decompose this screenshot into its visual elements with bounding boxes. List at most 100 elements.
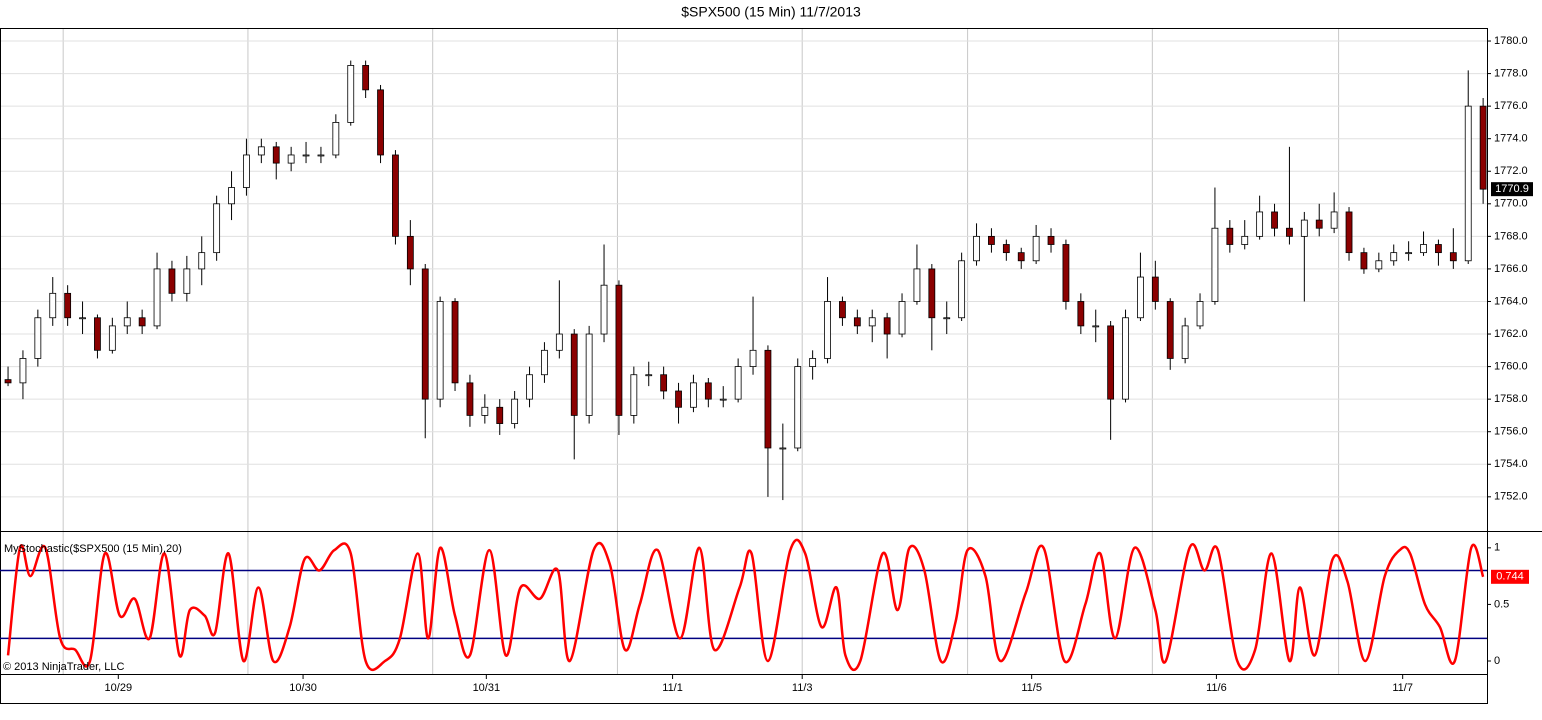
candle-body (481, 406, 489, 416)
y-tick-label: 1762.0 (1494, 328, 1528, 340)
candle-body (392, 154, 399, 237)
candle-body (94, 317, 101, 351)
candle-body (466, 382, 474, 416)
candle-body (302, 154, 310, 157)
candle-body (451, 301, 459, 384)
x-tick-label: 10/31 (473, 682, 501, 694)
candle-body (943, 317, 951, 320)
last-price-box (1491, 182, 1533, 197)
candle-body (853, 317, 861, 327)
y-tick-label: 1 (1494, 542, 1500, 554)
candle-body (168, 268, 176, 294)
candle-body (779, 447, 787, 450)
candle-body (555, 333, 563, 351)
candle-body (526, 374, 533, 400)
candle-body (645, 374, 653, 377)
candle-body (1271, 211, 1278, 229)
candle-body (690, 382, 697, 408)
candle-body (64, 292, 72, 319)
candle-body (600, 284, 608, 335)
candle-body (108, 325, 116, 351)
candle-body (1449, 252, 1457, 262)
candle-body (34, 317, 42, 359)
y-tick-label: 1754.0 (1494, 458, 1528, 470)
candle-body (1017, 252, 1025, 262)
candle-body (570, 333, 578, 416)
y-tick-label: 1776.0 (1494, 100, 1528, 112)
candle-body (913, 268, 921, 302)
x-tick-label: 11/1 (662, 682, 683, 694)
candle-body (1464, 105, 1472, 262)
candle-body (1286, 227, 1293, 237)
y-tick-label: 1768.0 (1494, 230, 1528, 242)
indicator-label: MyStochastic($SPX500 (15 Min),20) (4, 543, 182, 555)
candle-body (496, 406, 504, 424)
x-tick-label: 10/30 (289, 682, 317, 694)
y-tick-label: 1774.0 (1494, 133, 1528, 145)
candle-body (1375, 260, 1383, 270)
y-tick-label: 1772.0 (1494, 165, 1528, 177)
candle-body (257, 146, 265, 156)
last-price-label: 1770.9 (1495, 183, 1529, 195)
candle-body (153, 268, 161, 327)
candle-body (1077, 301, 1085, 327)
grid (0, 28, 1487, 674)
y-tick-label: 0 (1494, 655, 1500, 667)
candle-body (615, 284, 623, 416)
candle-body (1032, 235, 1040, 262)
candle-body (436, 301, 444, 400)
candle-body (898, 301, 906, 335)
y-tick-label: 1756.0 (1494, 426, 1528, 438)
candle-body (958, 260, 966, 319)
candle-body (1300, 219, 1308, 237)
y-tick-label: 1778.0 (1494, 67, 1528, 79)
candle-body (1226, 227, 1234, 245)
y-tick-label: 1766.0 (1494, 263, 1528, 275)
candle-body (272, 146, 280, 164)
candle-body (4, 379, 12, 384)
candle-body (1211, 227, 1219, 302)
x-tick-label: 10/29 (105, 682, 133, 694)
candle-body (675, 390, 682, 408)
last-value-label: 0.744 (1496, 571, 1524, 583)
candle-body (839, 301, 846, 319)
candle-body (1092, 325, 1100, 328)
candle-body (928, 268, 936, 319)
y-tick-label: 1752.0 (1494, 491, 1528, 503)
x-tick-label: 11/3 (792, 682, 813, 694)
candle-body (1330, 211, 1338, 229)
candle-body (511, 398, 519, 424)
candle-body (1151, 276, 1159, 302)
copyright: © 2013 NinjaTrader, LLC (3, 661, 124, 673)
candle-body (183, 268, 191, 294)
candle-body (377, 89, 384, 156)
candle-body (1166, 301, 1174, 359)
candle-body (1062, 244, 1070, 302)
candle-body (704, 382, 712, 400)
candle-body (824, 301, 831, 359)
x-tick-label: 11/6 (1206, 682, 1227, 694)
candle-body (973, 235, 980, 262)
candle-body (1360, 252, 1368, 270)
candle-body (332, 122, 340, 156)
candle-body (406, 235, 414, 270)
candle-body (1241, 235, 1249, 245)
candle-body (719, 398, 727, 401)
y-tick-label: 1780.0 (1494, 35, 1528, 47)
candle-body (1137, 276, 1144, 319)
candle-body (1315, 219, 1323, 229)
candle-body (138, 317, 146, 327)
candle-body (734, 366, 742, 400)
candle-body (1196, 301, 1204, 327)
candle-body (123, 317, 131, 327)
x-tick-label: 11/5 (1021, 682, 1042, 694)
y-tick-label: 1770.0 (1494, 198, 1528, 210)
candle-body (1256, 211, 1264, 237)
candle-body (317, 154, 325, 157)
x-tick-label: 11/7 (1392, 682, 1413, 694)
candle-body (362, 65, 370, 91)
candle-body (49, 292, 57, 319)
candle-body (630, 374, 638, 416)
y-tick-label: 1758.0 (1494, 393, 1528, 405)
